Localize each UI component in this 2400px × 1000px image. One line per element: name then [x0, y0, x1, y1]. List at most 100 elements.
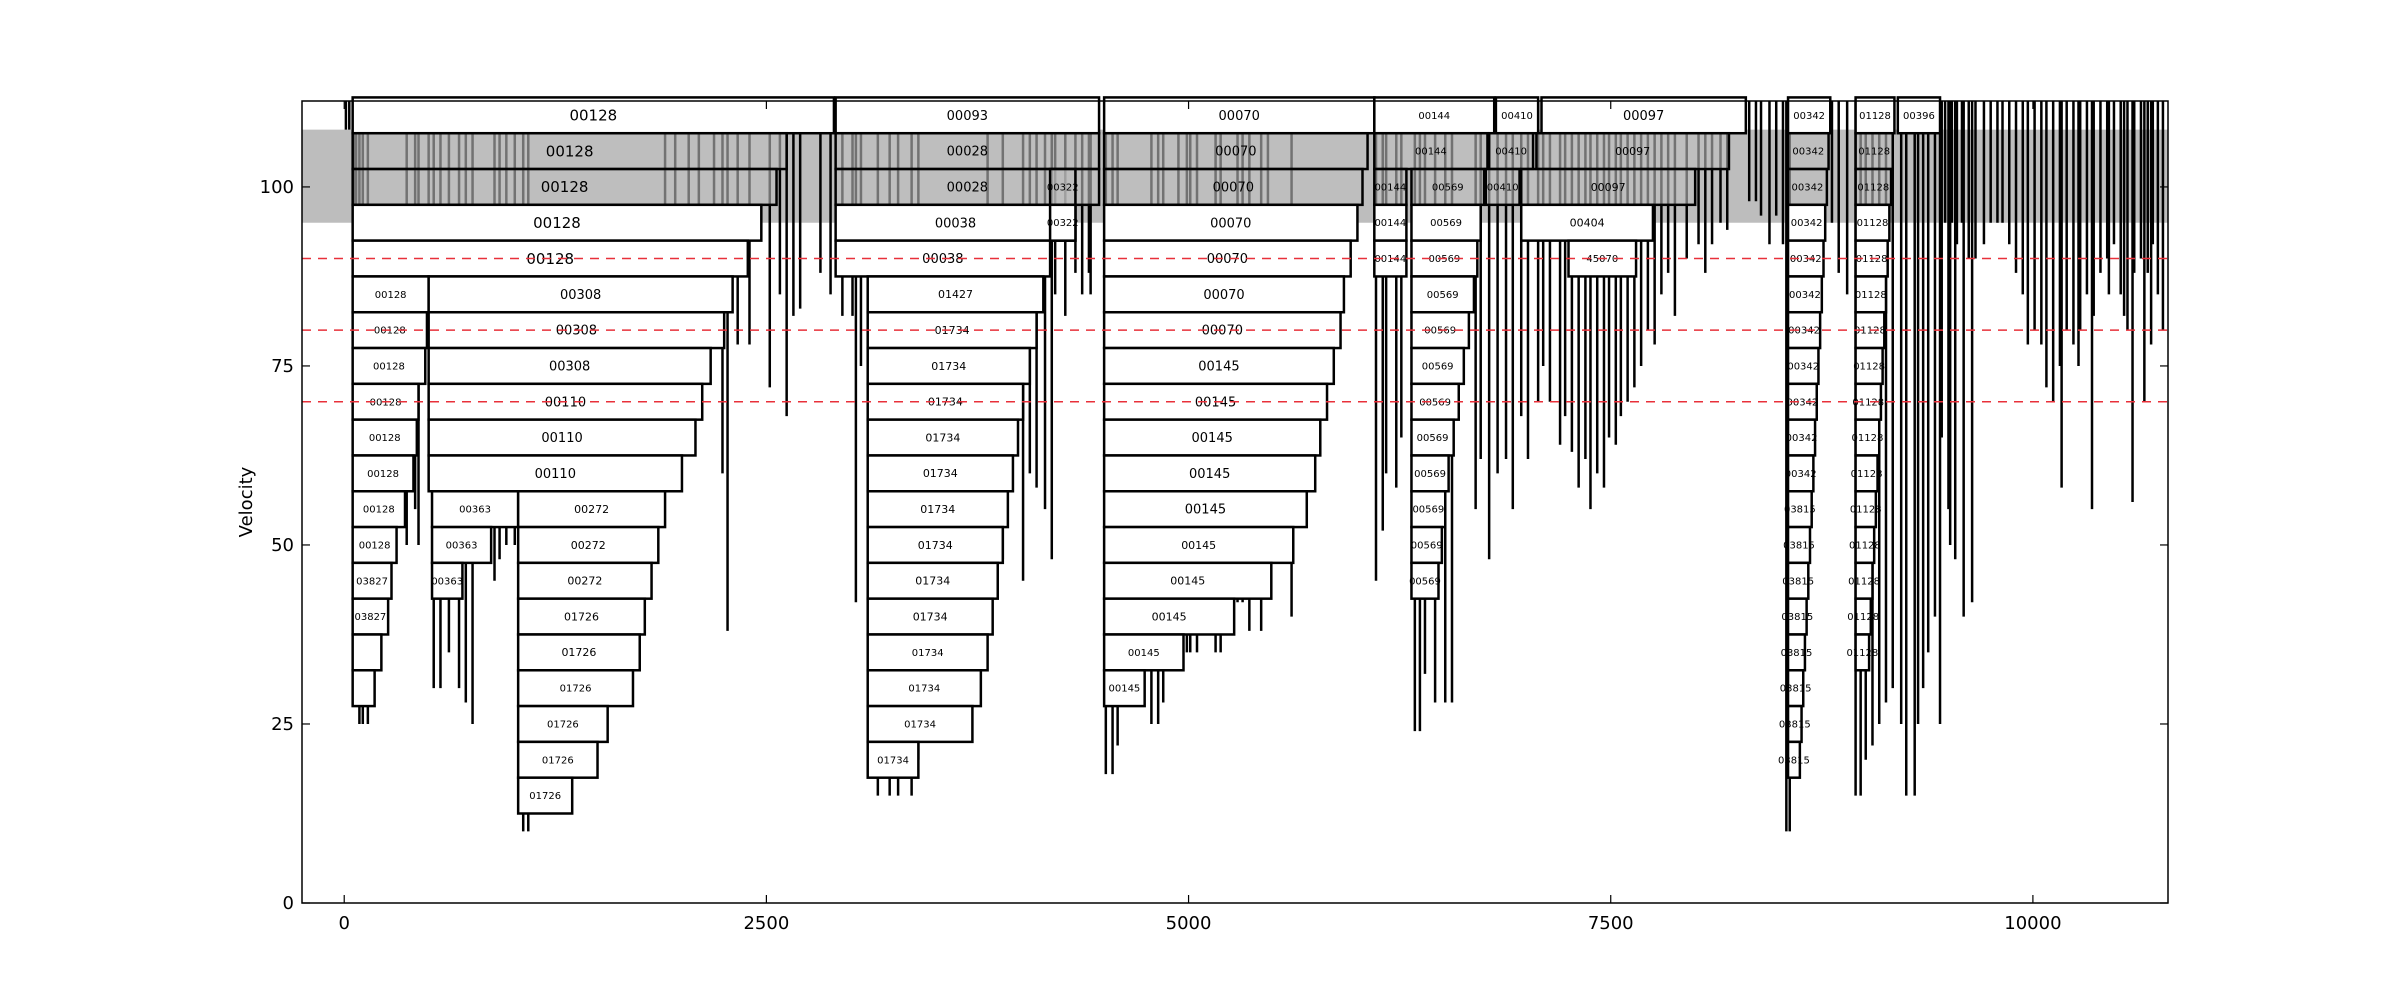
- bar: [430, 490, 520, 529]
- bar: [1786, 275, 1824, 314]
- bar-label: 00144: [1418, 111, 1450, 122]
- bar: [1102, 525, 1295, 565]
- bar-label: 00569: [1432, 182, 1464, 193]
- bar: [1410, 454, 1450, 493]
- bar-label: 00569: [1411, 540, 1443, 551]
- bar-label: 00144: [1374, 218, 1406, 229]
- bar-label: 00110: [541, 431, 582, 446]
- bar: [516, 776, 574, 815]
- bar: [351, 454, 415, 493]
- bar-label: 00308: [549, 359, 590, 374]
- axis-ticks: 0 2500 5000 7500 10000 0 25 50 75 100: [260, 101, 2168, 934]
- bar-label: 00128: [541, 178, 589, 196]
- bar: [1048, 203, 1077, 242]
- bar-label: 03815: [1780, 684, 1812, 695]
- bar: [866, 561, 999, 600]
- bar-label: 00128: [569, 107, 617, 125]
- bar-label: 00569: [1427, 290, 1459, 301]
- bar: [1410, 275, 1476, 314]
- bar: [351, 490, 407, 529]
- bar-label: 01734: [920, 503, 955, 516]
- bar: [516, 704, 609, 744]
- bar-label: 01128: [1848, 576, 1880, 587]
- bar-label: 01734: [913, 610, 948, 623]
- bar-label: 00342: [1788, 326, 1820, 337]
- bar: [1102, 96, 1376, 135]
- bar-label: 01734: [908, 684, 940, 695]
- bar: [866, 525, 1005, 565]
- bar-label: 01128: [1855, 290, 1887, 301]
- bar-label: 00342: [1785, 469, 1817, 480]
- bar: [1494, 96, 1540, 135]
- bar-label: 00569: [1409, 576, 1441, 587]
- bar: [1410, 418, 1455, 457]
- bar: [834, 203, 1077, 242]
- bar-label: 00410: [1501, 111, 1533, 122]
- bar-label: 01734: [925, 431, 960, 444]
- bar-label: 00128: [374, 326, 406, 337]
- bar: [516, 597, 647, 636]
- bar-label: 00569: [1414, 469, 1446, 480]
- bar-label: 00128: [369, 433, 401, 444]
- bar-label: 01128: [1847, 612, 1879, 623]
- bar-label: 03815: [1781, 648, 1813, 659]
- bar-label: 03815: [1784, 505, 1816, 516]
- bar-label: 00145: [1170, 575, 1205, 588]
- x-tick-label: 5000: [1166, 913, 1212, 934]
- bar-label: 45070: [1586, 254, 1618, 265]
- bar-label: 00070: [1210, 216, 1251, 231]
- bar: [1410, 346, 1466, 386]
- bar: [1102, 203, 1359, 242]
- bar-label: 01726: [560, 684, 592, 695]
- bar: [516, 525, 660, 565]
- bar: [1854, 633, 1871, 672]
- bar: [1786, 454, 1815, 493]
- bar-label: 00110: [535, 467, 576, 482]
- bar-label: 00145: [1195, 395, 1236, 410]
- bar-label: 00308: [556, 324, 597, 339]
- bar-label: 00128: [373, 361, 405, 372]
- bar-label: 00128: [370, 397, 402, 408]
- bar-label: 00128: [375, 290, 407, 301]
- bar-label: 00128: [546, 142, 594, 160]
- bar-label: 00145: [1108, 684, 1140, 695]
- bar-label: 00144: [1415, 147, 1447, 158]
- bar: [866, 740, 920, 779]
- bar-label: 00145: [1128, 648, 1160, 659]
- bar-label: 03827: [356, 576, 388, 587]
- bar-label: 00363: [431, 576, 463, 587]
- bar: [516, 669, 635, 708]
- bar-label: 03815: [1779, 719, 1811, 730]
- bar-label: 00128: [533, 214, 581, 232]
- bar: [834, 131, 1101, 171]
- bar: [1786, 167, 1829, 207]
- bar: [351, 597, 390, 636]
- bar: [351, 633, 383, 672]
- bar-label: 00070: [1215, 145, 1256, 160]
- bar: [1102, 167, 1364, 207]
- bar: [1854, 167, 1893, 207]
- bar: [351, 346, 427, 386]
- bar-label: 01734: [877, 755, 909, 766]
- bar: [1410, 203, 1482, 242]
- bar-label: 00145: [1185, 503, 1226, 518]
- bar: [866, 346, 1032, 386]
- bar-label: 00342: [1789, 290, 1821, 301]
- bar-label: 00342: [1786, 433, 1818, 444]
- x-tick-label: 2500: [743, 913, 789, 934]
- bar-label: 01128: [1851, 469, 1883, 480]
- bar-label: 00569: [1419, 397, 1451, 408]
- bar-label: 01128: [1850, 505, 1882, 516]
- bar-label: 00097: [1591, 181, 1626, 194]
- bar: [1410, 167, 1486, 207]
- bar: [351, 669, 376, 708]
- bar-label: 00342: [1787, 361, 1819, 372]
- bar-label: 03815: [1782, 576, 1814, 587]
- bar-label: 00404: [1570, 217, 1605, 230]
- bar-label: 00145: [1189, 467, 1230, 482]
- bar-label: 00396: [1903, 111, 1935, 122]
- bar-label: 03815: [1778, 755, 1810, 766]
- bar-label: 00272: [567, 575, 602, 588]
- bar-label: 00070: [1213, 180, 1254, 195]
